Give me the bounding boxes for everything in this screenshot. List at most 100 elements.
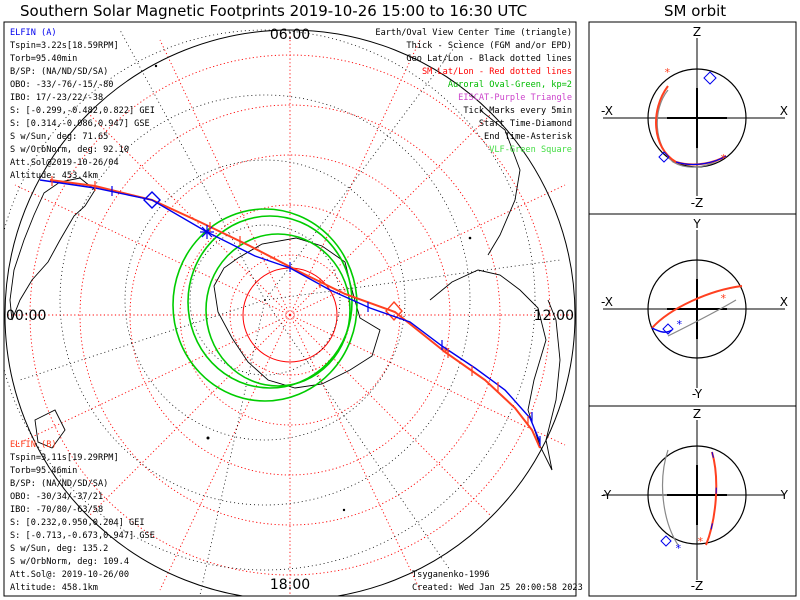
orbit-marker-asterisk: *	[664, 66, 671, 79]
axis-label-left: -X	[601, 104, 613, 118]
elfin-a-line: Tspin=3.22s[18.59RPM]	[10, 41, 119, 51]
islands	[154, 64, 472, 512]
elfin-a-line: S w/OrbNorm, deg: 92.10	[10, 145, 129, 155]
axis-label-top: Z	[693, 25, 701, 39]
axis-label-bottom: -Z	[691, 196, 704, 210]
orbit-panel-yz: * * Z -Z -Y Y	[601, 407, 789, 593]
geo-grid	[4, 29, 561, 596]
clock-label-left: 00:00	[6, 308, 46, 324]
orbit-marker-diamond	[662, 323, 674, 335]
legend-entry: Thick - Science (FGM and/or EPD)	[406, 41, 572, 51]
elfin-b-line: S: [0.232,0.950,0.204] GEI	[10, 518, 145, 528]
orbit-marker-asterisk: *	[676, 318, 683, 331]
axis-label-left: -X	[601, 295, 613, 309]
elfin-b-line: Torb=95.46min	[10, 466, 77, 476]
africa-coast	[479, 109, 521, 256]
elfin-a-info: ELFIN (A) Tspin=3.22s[18.59RPM] Torb=95.…	[10, 28, 155, 181]
elfin-a-line: Altitude: 453.4km	[10, 171, 98, 181]
elfin-b-ticks	[51, 176, 529, 426]
axis-label-bottom: -Y	[692, 387, 703, 401]
orbit-track-b	[655, 85, 727, 166]
created-credit: Created: Wed Jan 25 20:00:58 2023	[412, 583, 583, 593]
orbit-track-gray	[667, 299, 737, 337]
elfin-a-name: ELFIN (A)	[10, 28, 57, 38]
legend-entry: VLF-Green Square	[489, 145, 572, 155]
clock-label-bottom: 18:00	[270, 577, 310, 593]
elfin-b-line: Altitude: 458.1km	[10, 583, 98, 593]
elfin-a-line: B/SP: (NA/ND/SD/SA)	[10, 67, 108, 77]
elfin-b-name: ELFIN (B)	[10, 440, 57, 450]
sm-lon-lines	[5, 30, 575, 596]
axis-label-right: X	[780, 104, 788, 118]
legend-entry: EISCAT-Purple Triangle	[458, 93, 572, 103]
legend: Earth/Oval View Center Time (triangle) T…	[375, 28, 572, 155]
elfin-a-line: S: [0.314,-0.086,0.947] GSE	[10, 119, 150, 129]
axis-label-top: Y	[692, 217, 701, 231]
clock-label-top: 06:00	[270, 27, 310, 43]
sm-grid	[5, 30, 575, 596]
elfin-b-start-diamond	[385, 300, 403, 322]
antarctica-coast	[213, 237, 381, 389]
axis-label-left: -Y	[601, 488, 612, 502]
orbit-track-a	[675, 155, 727, 166]
legend-entry: Geo Lat/Lon - Black dotted lines	[406, 54, 572, 64]
orbit-marker-asterisk: *	[720, 292, 727, 305]
legend-entry: SM Lat/Lon - Red dotted lines	[422, 67, 572, 77]
elfin-a-line: S: [-0.299,-0.482,0.822] GEI	[10, 106, 155, 116]
elfin-b-end-asterisk: *	[441, 343, 451, 362]
elfin-b-line: S w/Sun, deg: 135.2	[10, 544, 108, 554]
orbit-panel-xy: * * Y -Y -X X	[601, 217, 788, 401]
auroral-oval-mid	[187, 215, 353, 389]
elfin-b-line: Tspin=3.11s[19.29RPM]	[10, 453, 119, 463]
orbit-panel-xz: * * Z -Z -X X	[601, 25, 788, 210]
orbit-track-b	[705, 451, 718, 546]
orbit-marker-asterisk: *	[675, 542, 682, 555]
elfin-b-line: B/SP: (NA/ND/SD/SA)	[10, 479, 108, 489]
elfin-a-line: OBO: -33/-76/-15/-80	[10, 80, 113, 90]
polar-map: *	[4, 29, 576, 596]
elfin-a-line: Torb=95.40min	[10, 54, 77, 64]
auroral-oval-inner	[205, 233, 351, 387]
south-america-coast	[429, 269, 561, 471]
elfin-a-ticks	[111, 186, 541, 446]
axis-label-bottom: -Z	[691, 579, 704, 593]
elfin-b-line: IBO: -70/80/-63/58	[10, 505, 103, 515]
orbit-marker-diamond	[658, 151, 670, 163]
orbit-marker-triangle	[703, 71, 717, 85]
main-title: Southern Solar Magnetic Footprints 2019-…	[20, 2, 528, 20]
australia-coast	[9, 177, 96, 321]
axis-label-top: Z	[693, 407, 701, 421]
orbit-title: SM orbit	[664, 2, 727, 20]
earth-circle	[647, 259, 747, 359]
orbit-marker-asterisk: *	[697, 535, 704, 548]
legend-entry: Earth/Oval View Center Time (triangle)	[375, 28, 572, 38]
axis-label-right: Y	[780, 488, 789, 502]
legend-entry: Tick Marks every 5min	[463, 106, 572, 116]
elfin-b-line: OBO: -30/34/-37/21	[10, 492, 103, 502]
map-boundary	[4, 29, 576, 596]
elfin-b-line: Att.Sol@: 2019-10-26/00	[10, 570, 129, 580]
orbit-marker-diamond	[660, 535, 672, 547]
elfin-b-line: S: [-0.713,-0.673,0.947] GSE	[10, 531, 155, 541]
earth-circle	[647, 445, 747, 545]
auroral-oval	[172, 208, 358, 402]
orbit-track-gray	[661, 449, 679, 546]
orbit-panel-frame	[588, 21, 797, 597]
legend-entry: Auroral Oval-Green, kp=2	[448, 80, 572, 90]
new-zealand-coast	[34, 409, 66, 449]
auroral-oval-outer	[172, 208, 358, 402]
elfin-a-line: IBO: 17/-23/22/-38	[10, 93, 103, 103]
elfin-a-footprint-line	[39, 179, 541, 443]
orbit-track-gray	[656, 89, 725, 168]
orbit-track-b	[651, 285, 743, 329]
legend-entry: Start Time-Diamond	[479, 119, 572, 129]
elfin-a-line: Att.Sol@2019-10-26/04	[10, 158, 119, 168]
axis-label-right: X	[780, 295, 788, 309]
elfin-a-line: S w/Sun, deg: 71.65	[10, 132, 108, 142]
elfin-a-start-diamond	[143, 191, 161, 209]
elfin-b-line: S w/OrbNorm, deg: 109.4	[10, 557, 129, 567]
elfin-a-end-asterisk	[200, 225, 214, 239]
orbit-marker-asterisk: *	[720, 152, 727, 165]
main-panel-frame	[3, 21, 577, 597]
